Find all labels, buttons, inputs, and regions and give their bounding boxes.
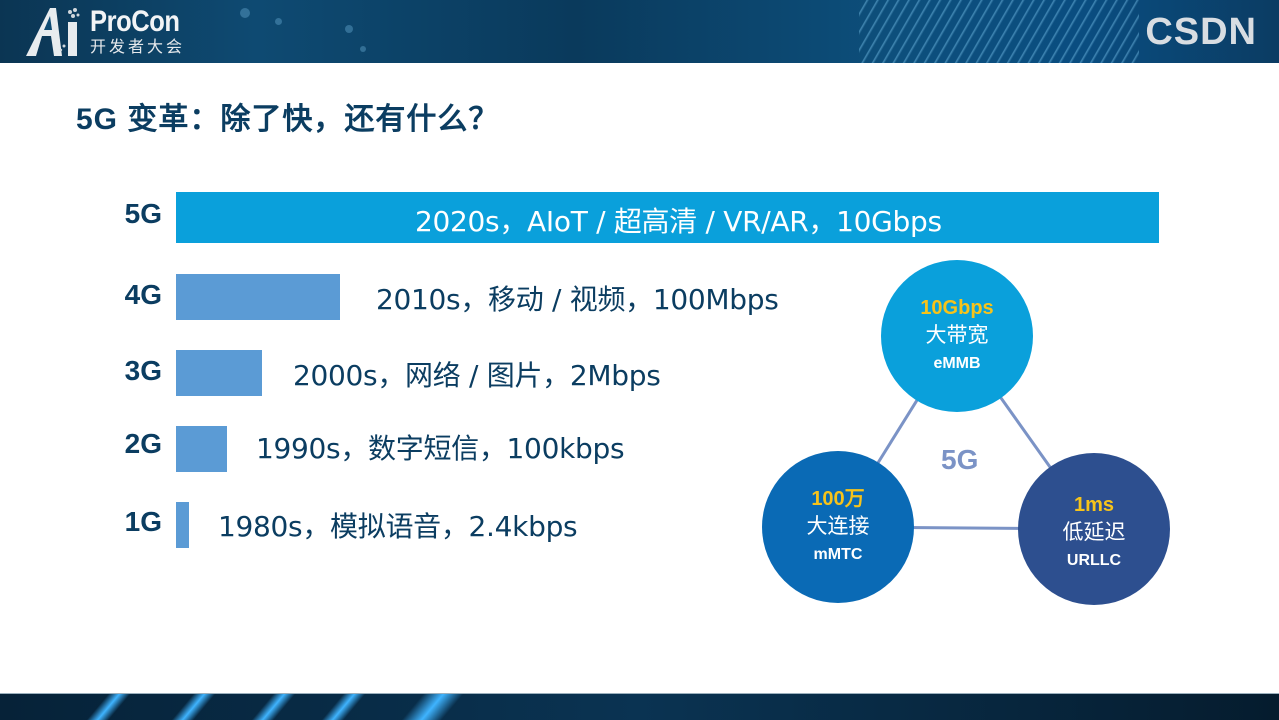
bar-2g (176, 426, 227, 472)
center-5g-label: 5G (941, 444, 979, 475)
node-urllc-value: 1ms (1073, 494, 1115, 516)
bar-3g (176, 350, 262, 396)
procon-brand: ProCon (90, 5, 180, 38)
procon-subtitle: 开发者大会 (90, 37, 186, 56)
bar-label-2g: 1990s，数字短信，100kbps (256, 432, 625, 465)
gen-label-2g: 2G (124, 428, 162, 459)
bar-4g (176, 274, 340, 320)
node-embb: 10Gbps 大带宽 eMMB (881, 260, 1033, 412)
node-urllc-code: URLLC (1066, 552, 1122, 569)
node-urllc: 1ms 低延迟 URLLC (1018, 453, 1170, 605)
node-urllc-name: 低延迟 (1062, 520, 1126, 544)
node-mmtc: 100万 大连接 mMTC (762, 451, 914, 603)
bar-label-3g: 2000s，网络 / 图片，2Mbps (293, 359, 661, 392)
header-banner: ProCon 开发者大会 CSDN (0, 0, 1279, 63)
page-title: 5G 变革：除了快，还有什么？ (76, 103, 500, 136)
ai-logo-icon (24, 6, 86, 58)
light-streaks (859, 0, 1139, 63)
gen-label-5g: 5G (124, 198, 162, 229)
csdn-logo: CSDN (1145, 11, 1257, 53)
procon-logo: ProCon 开发者大会 (24, 5, 195, 59)
bar-label-1g: 1980s，模拟语音，2.4kbps (218, 510, 578, 543)
bar-5g (176, 192, 1159, 243)
bar-1g (176, 502, 189, 548)
bar-label-4g: 2010s，移动 / 视频，100Mbps (376, 283, 779, 316)
gen-label-4g: 4G (124, 279, 162, 310)
gen-label-3g: 3G (124, 355, 162, 386)
node-embb-code: eMMB (933, 355, 981, 372)
bar-label-5g: 2020s，AIoT / 超高清 / VR/AR，10Gbps (415, 205, 942, 238)
node-embb-name: 大带宽 (925, 323, 989, 347)
node-mmtc-code: mMTC (813, 546, 863, 563)
node-mmtc-name: 大连接 (806, 514, 870, 538)
gen-label-1g: 1G (124, 506, 162, 537)
node-mmtc-value: 100万 (811, 488, 865, 510)
footer-banner (0, 693, 1279, 720)
node-embb-value: 10Gbps (920, 297, 994, 319)
